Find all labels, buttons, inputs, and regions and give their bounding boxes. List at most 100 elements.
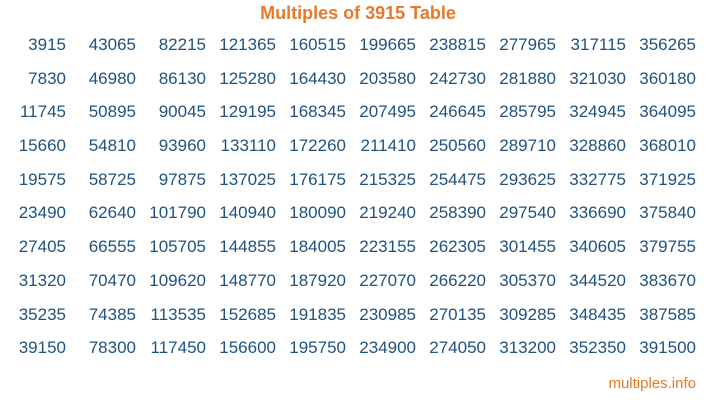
table-cell: 164430 (289, 68, 346, 88)
table-cell: 35235 (18, 304, 66, 324)
table-cell: 250560 (429, 136, 486, 156)
table-cell: 191835 (289, 304, 346, 324)
table-cell: 234900 (359, 338, 416, 358)
table-cell: 207495 (359, 102, 416, 122)
table-cell: 383670 (639, 270, 696, 290)
table-cell: 348435 (569, 304, 626, 324)
table-cell: 203580 (359, 68, 416, 88)
table-cell: 168345 (289, 102, 346, 122)
table-cell: 199665 (359, 35, 416, 54)
table-cell: 70470 (88, 270, 136, 290)
table-cell: 129195 (219, 102, 276, 122)
table-cell: 309285 (499, 304, 556, 324)
table-cell: 328860 (569, 136, 626, 156)
table-cell: 58725 (88, 169, 136, 189)
table-cell: 101790 (149, 203, 206, 223)
table-cell: 15660 (18, 136, 66, 156)
table-cell: 7830 (28, 68, 66, 88)
table-cell: 387585 (639, 304, 696, 324)
table-cell: 324945 (569, 102, 626, 122)
table-cell: 97875 (158, 169, 206, 189)
table-cell: 27405 (18, 237, 66, 257)
table-cell: 352350 (569, 338, 626, 358)
table-cell: 336690 (569, 203, 626, 223)
table-cell: 313200 (499, 338, 556, 358)
table-cell: 242730 (429, 68, 486, 88)
table-cell: 82215 (158, 35, 206, 54)
multiples-table: 3915 43065 82215 121365 160515 199665 238815 27… (0, 33, 696, 370)
table-cell: 172260 (289, 136, 346, 156)
table-cell: 277965 (499, 35, 556, 54)
table-cell: 117450 (150, 338, 206, 358)
table-cell: 360180 (639, 68, 696, 88)
table-cell: 391500 (639, 338, 696, 358)
table-cell: 371925 (639, 169, 696, 189)
table-cell: 219240 (359, 203, 416, 223)
table-cell: 258390 (429, 203, 486, 223)
table-cell: 74385 (88, 304, 136, 324)
table-cell: 262305 (429, 237, 486, 257)
table-cell: 266220 (429, 270, 486, 290)
table-cell: 270135 (429, 304, 486, 324)
table-cell: 11745 (19, 102, 66, 122)
table-cell: 195750 (289, 338, 346, 358)
table-cell: 305370 (499, 270, 556, 290)
table-cell: 133110 (220, 136, 276, 156)
table-cell: 144855 (219, 237, 276, 257)
table-cell: 211410 (360, 136, 416, 156)
table-cell: 3915 (28, 35, 66, 54)
table-cell: 230985 (359, 304, 416, 324)
table-cell: 344520 (569, 270, 626, 290)
table-cell: 31320 (18, 270, 66, 290)
table-cell: 227070 (359, 270, 416, 290)
table-cell: 375840 (639, 203, 696, 223)
table-cell: 274050 (429, 338, 486, 358)
table-cell: 321030 (569, 68, 626, 88)
table-cell: 113535 (150, 304, 206, 324)
table-cell: 156600 (219, 338, 276, 358)
table-cell: 54810 (88, 136, 136, 156)
table-cell: 368010 (639, 136, 696, 156)
table-cell: 93960 (158, 136, 206, 156)
table-cell: 285795 (499, 102, 556, 122)
table-cell: 50895 (88, 102, 136, 122)
table-cell: 148770 (219, 270, 276, 290)
table-cell: 254475 (429, 169, 486, 189)
table-cell: 332775 (569, 169, 626, 189)
table-cell: 281880 (499, 68, 556, 88)
table-cell: 160515 (289, 35, 346, 54)
table-cell: 340605 (569, 237, 626, 257)
table-cell: 140940 (219, 203, 276, 223)
table-cell: 356265 (639, 35, 696, 54)
table-cell: 39150 (18, 338, 66, 358)
table-cell: 246645 (429, 102, 486, 122)
table-cell: 86130 (158, 68, 206, 88)
table-cell: 90045 (158, 102, 206, 122)
table-cell: 125280 (219, 68, 276, 88)
table-cell: 317115 (570, 35, 626, 54)
table-cell: 121365 (219, 35, 276, 54)
table-cell: 238815 (429, 35, 486, 54)
table-cell: 46980 (88, 68, 136, 88)
page-title: Multiples of 3915 Table (260, 3, 456, 23)
table-cell: 289710 (499, 136, 556, 156)
table-cell: 301455 (499, 237, 556, 257)
table-cell: 66555 (88, 237, 136, 257)
table-cell: 152685 (219, 304, 276, 324)
table-cell: 184005 (289, 237, 346, 257)
table-cell: 379755 (639, 237, 696, 257)
table-cell: 223155 (359, 237, 416, 257)
site-link[interactable]: multiples.info (608, 375, 696, 392)
table-cell: 43065 (88, 35, 136, 54)
table-cell: 215325 (359, 169, 416, 189)
table-cell: 137025 (219, 169, 276, 189)
table-cell: 364095 (639, 102, 696, 122)
table-cell: 109620 (149, 270, 206, 290)
table-cell: 19575 (18, 169, 66, 189)
table-cell: 176175 (289, 169, 346, 189)
table-cell: 187920 (289, 270, 346, 290)
table-cell: 293625 (499, 169, 556, 189)
table-cell: 297540 (499, 203, 556, 223)
table-cell: 23490 (18, 203, 66, 223)
table-cell: 180090 (289, 203, 346, 223)
